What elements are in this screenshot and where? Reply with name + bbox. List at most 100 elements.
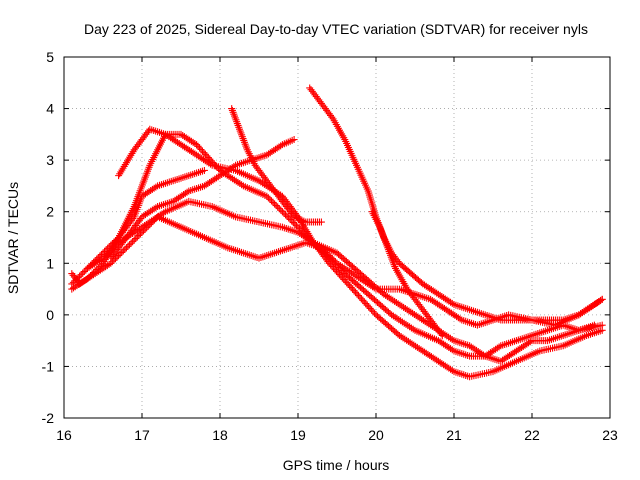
- x-tick-label: 21: [446, 427, 462, 443]
- data-point: [129, 238, 137, 246]
- data-point: [272, 202, 280, 210]
- data-point: [74, 274, 82, 282]
- series-track-7: [228, 105, 325, 226]
- data-point: [371, 309, 379, 317]
- data-point: [598, 326, 606, 334]
- data-point: [354, 292, 362, 300]
- data-point: [85, 263, 93, 271]
- data-point: [122, 244, 130, 252]
- data-point: [90, 258, 98, 266]
- data-point: [113, 253, 121, 261]
- x-tick-label: 19: [290, 427, 306, 443]
- data-point: [136, 230, 144, 238]
- data-point: [283, 212, 291, 220]
- data-point: [152, 183, 160, 191]
- data-point: [88, 270, 96, 278]
- data-point: [356, 293, 364, 301]
- data-point: [79, 269, 87, 277]
- data-point: [277, 142, 285, 150]
- series-track-9: [368, 208, 446, 339]
- data-point: [160, 209, 168, 217]
- data-point: [336, 265, 344, 273]
- data-point: [88, 260, 96, 268]
- data-point: [99, 249, 107, 257]
- data-point: [152, 204, 160, 212]
- data-point: [107, 241, 115, 249]
- series-track-5: [83, 166, 208, 272]
- data-point: [438, 331, 446, 339]
- data-point: [198, 147, 206, 155]
- y-tick-label: 2: [46, 204, 54, 220]
- data-point: [330, 264, 338, 272]
- data-point: [93, 265, 101, 273]
- data-point: [274, 203, 282, 211]
- data-point: [335, 263, 343, 271]
- data-point: [132, 235, 140, 243]
- data-point: [90, 269, 98, 277]
- data-point: [368, 306, 376, 314]
- data-point: [334, 269, 342, 277]
- data-point: [133, 233, 141, 241]
- data-point: [102, 246, 110, 254]
- data-point: [325, 259, 333, 267]
- data-point: [85, 273, 93, 281]
- x-tick-label: 20: [368, 427, 384, 443]
- data-point: [264, 194, 272, 202]
- data-point: [115, 252, 123, 260]
- data-point: [352, 288, 360, 296]
- data-point: [495, 343, 503, 351]
- data-point: [343, 279, 351, 287]
- data-point: [357, 295, 365, 303]
- x-axis-label: GPS time / hours: [283, 457, 390, 473]
- data-point: [71, 277, 79, 285]
- x-tick-label: 17: [134, 427, 150, 443]
- data-point: [365, 303, 373, 311]
- data-point: [271, 200, 279, 208]
- grid: [64, 57, 610, 418]
- data-point: [193, 141, 201, 149]
- data-point: [335, 271, 343, 279]
- data-point: [290, 136, 298, 144]
- data-point: [280, 209, 288, 217]
- data-point: [369, 308, 377, 316]
- data-point: [289, 219, 297, 227]
- data-point: [119, 247, 127, 255]
- data-point: [200, 166, 208, 174]
- data-point: [347, 283, 355, 291]
- data-point: [130, 236, 138, 244]
- data-point: [127, 239, 135, 247]
- data-point: [76, 272, 84, 280]
- data-point: [337, 272, 345, 280]
- data-point: [278, 208, 286, 216]
- data-point: [349, 285, 357, 293]
- data-point: [87, 272, 95, 280]
- data-point: [83, 264, 91, 272]
- data-point: [196, 144, 204, 152]
- data-point: [105, 243, 113, 251]
- data-point: [266, 195, 274, 203]
- series-track-6: [107, 136, 298, 262]
- data-point: [104, 244, 112, 252]
- data-point: [353, 290, 361, 298]
- data-point: [275, 205, 283, 213]
- data-point: [129, 215, 137, 223]
- series-track-2: [68, 197, 606, 365]
- data-point: [97, 251, 105, 259]
- data-point: [362, 300, 370, 308]
- data-point: [360, 298, 368, 306]
- series-track-3: [68, 130, 598, 360]
- data-point: [200, 149, 208, 157]
- data-point: [339, 268, 347, 276]
- y-tick-label: 3: [46, 152, 54, 168]
- data-point: [108, 240, 116, 248]
- data-point: [197, 146, 205, 154]
- data-point: [111, 237, 119, 245]
- y-tick-label: -2: [42, 410, 55, 426]
- data-point: [94, 254, 102, 262]
- data-point: [291, 220, 299, 228]
- data-point: [183, 188, 191, 196]
- data-point: [277, 206, 285, 214]
- data-point: [80, 268, 88, 276]
